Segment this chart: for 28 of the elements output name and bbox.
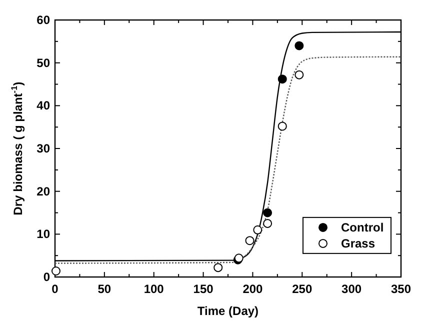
x-tick-label: 150 bbox=[193, 282, 214, 296]
point bbox=[278, 74, 287, 84]
x-tick-label: 350 bbox=[390, 282, 412, 296]
x-tick-label: 100 bbox=[144, 282, 164, 296]
point bbox=[214, 263, 223, 272]
point bbox=[253, 225, 262, 234]
point bbox=[263, 208, 272, 218]
y-tick-label: 30 bbox=[36, 142, 50, 156]
y-tick-label: 40 bbox=[36, 98, 50, 113]
point bbox=[245, 236, 254, 246]
y-tick-label: 10 bbox=[36, 227, 50, 242]
x-tick-label: 300 bbox=[342, 282, 362, 296]
x-tick-label: 0 bbox=[52, 282, 59, 296]
y-tick-label: 60 bbox=[36, 13, 50, 27]
x-tick-label: 200 bbox=[242, 282, 264, 296]
point bbox=[294, 41, 304, 50]
point bbox=[51, 266, 60, 276]
x-tick-label: 50 bbox=[98, 282, 112, 296]
point bbox=[263, 218, 272, 228]
point bbox=[294, 70, 304, 80]
x-tick-label: 250 bbox=[292, 282, 312, 296]
legend-label: Control bbox=[341, 220, 384, 234]
x-axis-title: Time (Day) bbox=[197, 304, 259, 318]
y-tick-label: 50 bbox=[36, 56, 50, 70]
point bbox=[278, 122, 287, 131]
y-tick-label: 20 bbox=[36, 184, 50, 198]
legend-label: Grass bbox=[341, 236, 376, 250]
y-tick-label: 0 bbox=[43, 270, 50, 284]
